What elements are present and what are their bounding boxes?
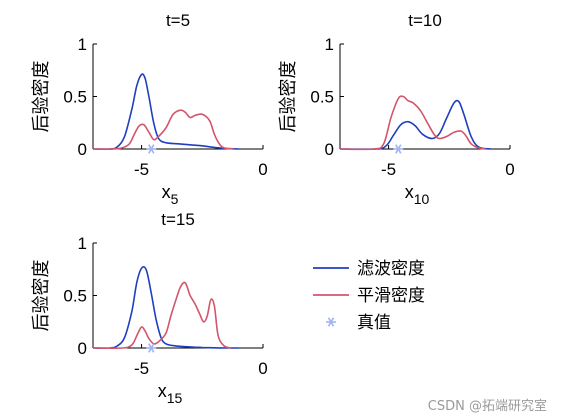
x-axis-label: x10 bbox=[405, 182, 430, 207]
x-tick-label: -5 bbox=[134, 160, 149, 179]
y-axis-label: 后验密度 bbox=[31, 61, 52, 133]
filter-density-line bbox=[92, 73, 239, 150]
smooth-density-line bbox=[339, 95, 486, 151]
x-axis-label-main: x bbox=[162, 182, 171, 202]
legend-label: 真值 bbox=[357, 313, 391, 333]
legend-asterisk-swatch bbox=[326, 317, 336, 327]
y-axis-label: 后验密度 bbox=[31, 260, 52, 332]
legend-item: 真值 bbox=[326, 313, 391, 333]
chart-title: t=5 bbox=[166, 11, 190, 30]
x-tick-label: -5 bbox=[134, 359, 149, 378]
chart-panel-2: t=10 0 0.5 1 -5 0 x10 后验密度 bbox=[278, 11, 515, 207]
x-axis-label-subscript: 10 bbox=[414, 191, 430, 207]
y-tick-label: 0 bbox=[78, 339, 87, 358]
y-tick-label: 0 bbox=[325, 140, 334, 159]
y-tick-label: 0.5 bbox=[310, 88, 334, 107]
x-tick-label: -5 bbox=[381, 160, 396, 179]
legend-label: 平滑密度 bbox=[357, 286, 425, 306]
watermark: CSDN @拓端研究室 bbox=[427, 399, 547, 414]
y-tick-label: 1 bbox=[325, 35, 334, 54]
x-axis-label: x15 bbox=[158, 381, 183, 406]
x-tick-label: 0 bbox=[505, 160, 514, 179]
y-axis-label: 后验密度 bbox=[278, 61, 299, 133]
x-tick-label: 0 bbox=[258, 359, 267, 378]
legend-item: 平滑密度 bbox=[313, 286, 425, 306]
chart-panel-1: t=5 0 0.5 1 -5 0 x5 后验密度 bbox=[31, 11, 268, 207]
filter-density-line bbox=[92, 266, 239, 349]
y-tick-label: 0.5 bbox=[63, 88, 87, 107]
x-tick-label: 0 bbox=[258, 160, 267, 179]
y-tick-label: 0.5 bbox=[63, 287, 87, 306]
truth-marker bbox=[393, 144, 404, 154]
chart-title: t=10 bbox=[408, 11, 442, 30]
truth-marker bbox=[146, 343, 157, 353]
y-tick-label: 1 bbox=[78, 35, 87, 54]
truth-marker bbox=[146, 144, 157, 154]
x-axis-label-main: x bbox=[158, 381, 167, 401]
filter-density-line bbox=[339, 99, 491, 151]
legend-label: 滤波密度 bbox=[357, 259, 425, 279]
smooth-density-line bbox=[92, 281, 232, 350]
x-axis-label-subscript: 5 bbox=[171, 191, 179, 207]
legend-item: 滤波密度 bbox=[313, 259, 425, 279]
chart-title: t=15 bbox=[161, 210, 195, 229]
x-axis-label-subscript: 15 bbox=[167, 390, 183, 406]
x-axis-label: x5 bbox=[162, 182, 179, 207]
y-tick-label: 1 bbox=[78, 234, 87, 253]
y-tick-label: 0 bbox=[78, 140, 87, 159]
smooth-density-line bbox=[92, 109, 234, 150]
chart-panel-3: t=15 0 0.5 1 -5 0 x15 后验密度 bbox=[31, 210, 268, 406]
x-axis-label-main: x bbox=[405, 182, 414, 202]
